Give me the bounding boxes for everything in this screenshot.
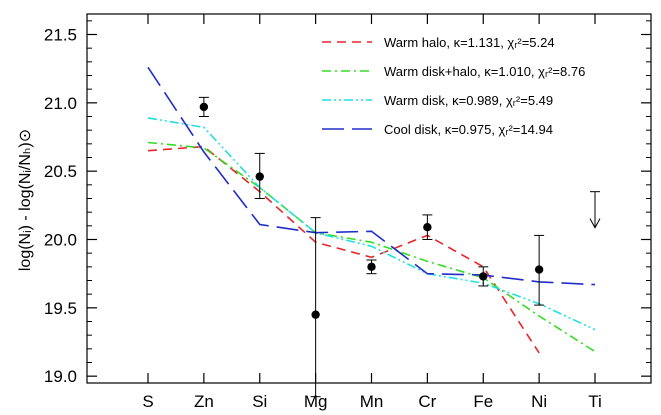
data-point [367, 262, 376, 272]
observations-layer [198, 96, 601, 398]
y-tick-label: 20.0 [44, 231, 77, 250]
data-point [311, 310, 320, 319]
y-tick-label: 21.0 [44, 94, 77, 113]
series-line-4 [147, 66, 596, 286]
series-line-2 [147, 141, 596, 353]
y-tick-label: 20.5 [44, 162, 77, 181]
x-tick-label: Ni [531, 392, 547, 411]
legend: Warm halo, κ=1.131, χᵣ²=5.24 Warm disk+ha… [322, 35, 585, 137]
y-tick-label: 21.5 [44, 26, 77, 45]
series-layer [147, 66, 596, 354]
x-axis: S Zn Si Mg Mn Cr Fe Ni Ti [142, 14, 602, 411]
y-tick-label: 19.5 [44, 299, 77, 318]
x-tick-label: Ti [588, 392, 602, 411]
data-point [255, 172, 264, 181]
legend-label-4: Cool disk, κ=0.975, χᵣ²=14.94 [384, 122, 553, 137]
x-tick-label: Zn [194, 392, 214, 411]
legend-label-1: Warm halo, κ=1.131, χᵣ²=5.24 [384, 35, 555, 50]
x-tick-label: Mn [360, 392, 384, 411]
legend-label-3: Warm disk, κ=0.989, χᵣ²=5.49 [384, 93, 553, 108]
legend-label-2: Warm disk+halo, κ=1.010, χᵣ²=8.76 [384, 64, 585, 79]
data-point [534, 265, 544, 274]
upper-limit-arrowhead [589, 218, 601, 229]
data-point [423, 223, 432, 232]
x-tick-label: Si [252, 392, 267, 411]
data-point [479, 272, 488, 281]
series-line-3 [147, 117, 596, 331]
y-axis: 19.0 19.5 20.0 20.5 21.0 21.5 [44, 20, 651, 386]
x-tick-label: Cr [418, 392, 436, 411]
x-tick-label: S [142, 392, 153, 411]
series-line-1 [147, 145, 540, 354]
x-tick-label: Fe [473, 392, 493, 411]
y-axis-label: log(Nᵢ) - log(Nᵢ/Nₕ)⊙ [17, 129, 34, 271]
y-tick-label: 19.0 [44, 367, 77, 386]
x-tick-label: Mg [304, 392, 328, 411]
data-point [199, 102, 209, 112]
